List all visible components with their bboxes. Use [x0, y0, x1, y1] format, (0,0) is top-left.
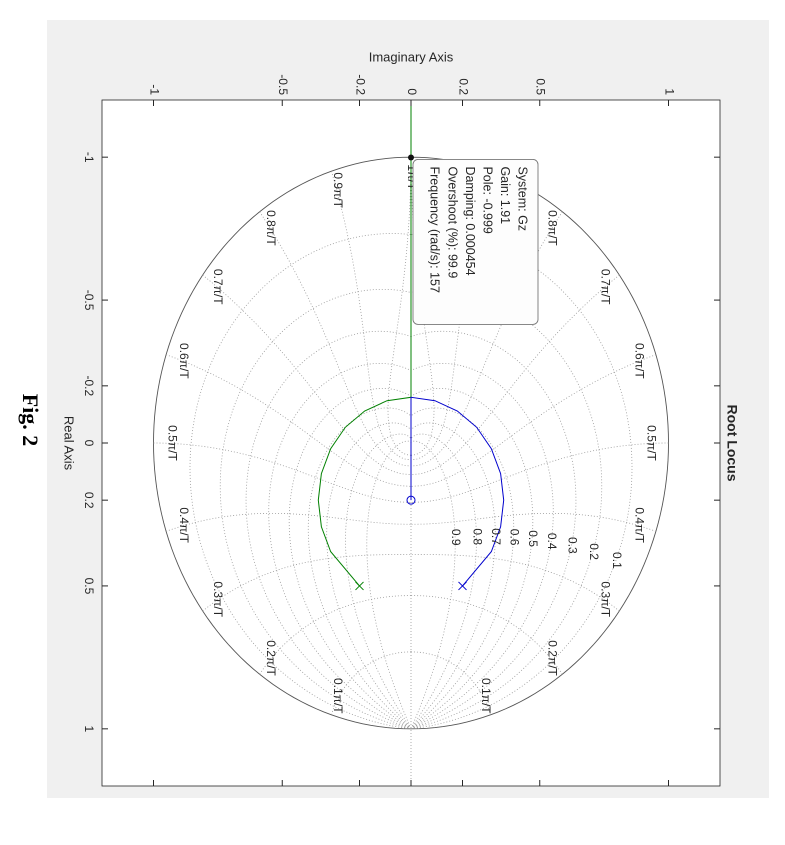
damping-line [410, 330, 577, 730]
datatip-point [408, 154, 414, 161]
damping-line [219, 288, 412, 730]
damping-line [326, 422, 412, 730]
y-tick-label: 1 [662, 88, 676, 95]
x-tick-label: 1 [82, 725, 96, 732]
damping-label: 0.5 [526, 530, 540, 547]
y-tick-label: -0.2 [353, 74, 367, 95]
figure-caption: Fig. 2 [18, 394, 43, 447]
datatip-text: Overshoot (%): 99.9 [445, 166, 459, 278]
datatip-text: Gain: 1.91 [498, 166, 512, 224]
frequency-line [259, 595, 412, 675]
y-tick-label: -1 [147, 84, 161, 95]
damping-label: 0.4 [545, 533, 559, 550]
x-tick-label: -1 [82, 152, 96, 163]
frequency-label: 0.3π/T [211, 581, 225, 617]
damping-line [410, 387, 534, 730]
datatip-text: System: Gz [516, 166, 530, 231]
x-tick-label: -0.2 [82, 375, 96, 396]
grid [153, 100, 669, 786]
frequency-label: 0.3π/T [599, 581, 613, 617]
locus [317, 100, 505, 591]
frequency-label: 0.7π/T [211, 269, 225, 305]
locus-branch [410, 396, 505, 587]
damping-line [410, 422, 496, 730]
damping-label: 0.3 [565, 537, 579, 554]
frequency-label: 0.8π/T [546, 210, 560, 246]
frequency-label: 0.1π/T [331, 678, 345, 714]
frequency-line [331, 651, 412, 715]
frequency-label: 0.2π/T [546, 640, 560, 676]
pole-marker [355, 581, 364, 591]
frequency-label: 0.8π/T [264, 210, 278, 246]
zero-marker [406, 495, 416, 505]
damping-label: 0.8 [470, 528, 484, 545]
x-tick-label: -0.5 [82, 290, 96, 311]
frequency-label: 0.5π/T [644, 425, 658, 461]
frequency-line [410, 171, 491, 461]
locus-branch [317, 100, 412, 587]
frequency-line [202, 553, 412, 612]
y-tick-label: -0.5 [276, 74, 290, 95]
y-tick-label: 0.2 [456, 78, 470, 95]
y-axis-label: Imaginary Axis [369, 49, 454, 64]
damping-label: 0.2 [587, 543, 601, 560]
x-tick-label: 0 [82, 440, 96, 447]
y-tick-label: 0 [405, 88, 419, 95]
damping-label: 0.1 [610, 552, 624, 569]
damping-line [268, 363, 412, 730]
damping-line [245, 330, 412, 730]
x-tick-label: 0.5 [82, 578, 96, 595]
damping-label: 0.7 [489, 528, 503, 545]
frequency-line [410, 595, 563, 675]
frequency-label: 0.6π/T [177, 343, 191, 379]
datatip-text: Frequency (rad/s): 157 [428, 166, 442, 292]
frequency-line [410, 553, 620, 612]
frequency-label: 0.5π/T [165, 425, 179, 461]
pole-marker [458, 581, 467, 591]
datatip-box [412, 159, 539, 325]
damping-line [307, 407, 412, 730]
damping-label: 0.9 [449, 529, 463, 546]
y-tick-label: 0.5 [534, 78, 548, 95]
frequency-label: 0.4π/T [177, 507, 191, 543]
damping-line [410, 407, 515, 730]
frequency-line [165, 512, 412, 532]
x-tick-label: 0.2 [82, 492, 96, 509]
datatip-text: Pole: -0.999 [481, 166, 495, 233]
frequency-label: 0.4π/T [633, 507, 647, 543]
chart-title: Root Locus [724, 405, 740, 482]
frequency-line [410, 512, 657, 532]
frequency-label: 0.6π/T [633, 343, 647, 379]
frequency-label: 0.9π/T [331, 172, 345, 208]
datatip-text: Damping: 0.000454 [463, 166, 477, 275]
frequency-label: 0.2π/T [264, 640, 278, 676]
damping-label: 0.6 [507, 529, 521, 546]
frequency-label: 0.1π/T [479, 678, 493, 714]
damping-line [288, 387, 412, 730]
frequency-line [331, 171, 412, 461]
x-axis-label: Real Axis [62, 416, 77, 471]
damping-line [410, 363, 554, 730]
frequency-label: 0.7π/T [599, 269, 613, 305]
frequency-line [410, 651, 491, 715]
